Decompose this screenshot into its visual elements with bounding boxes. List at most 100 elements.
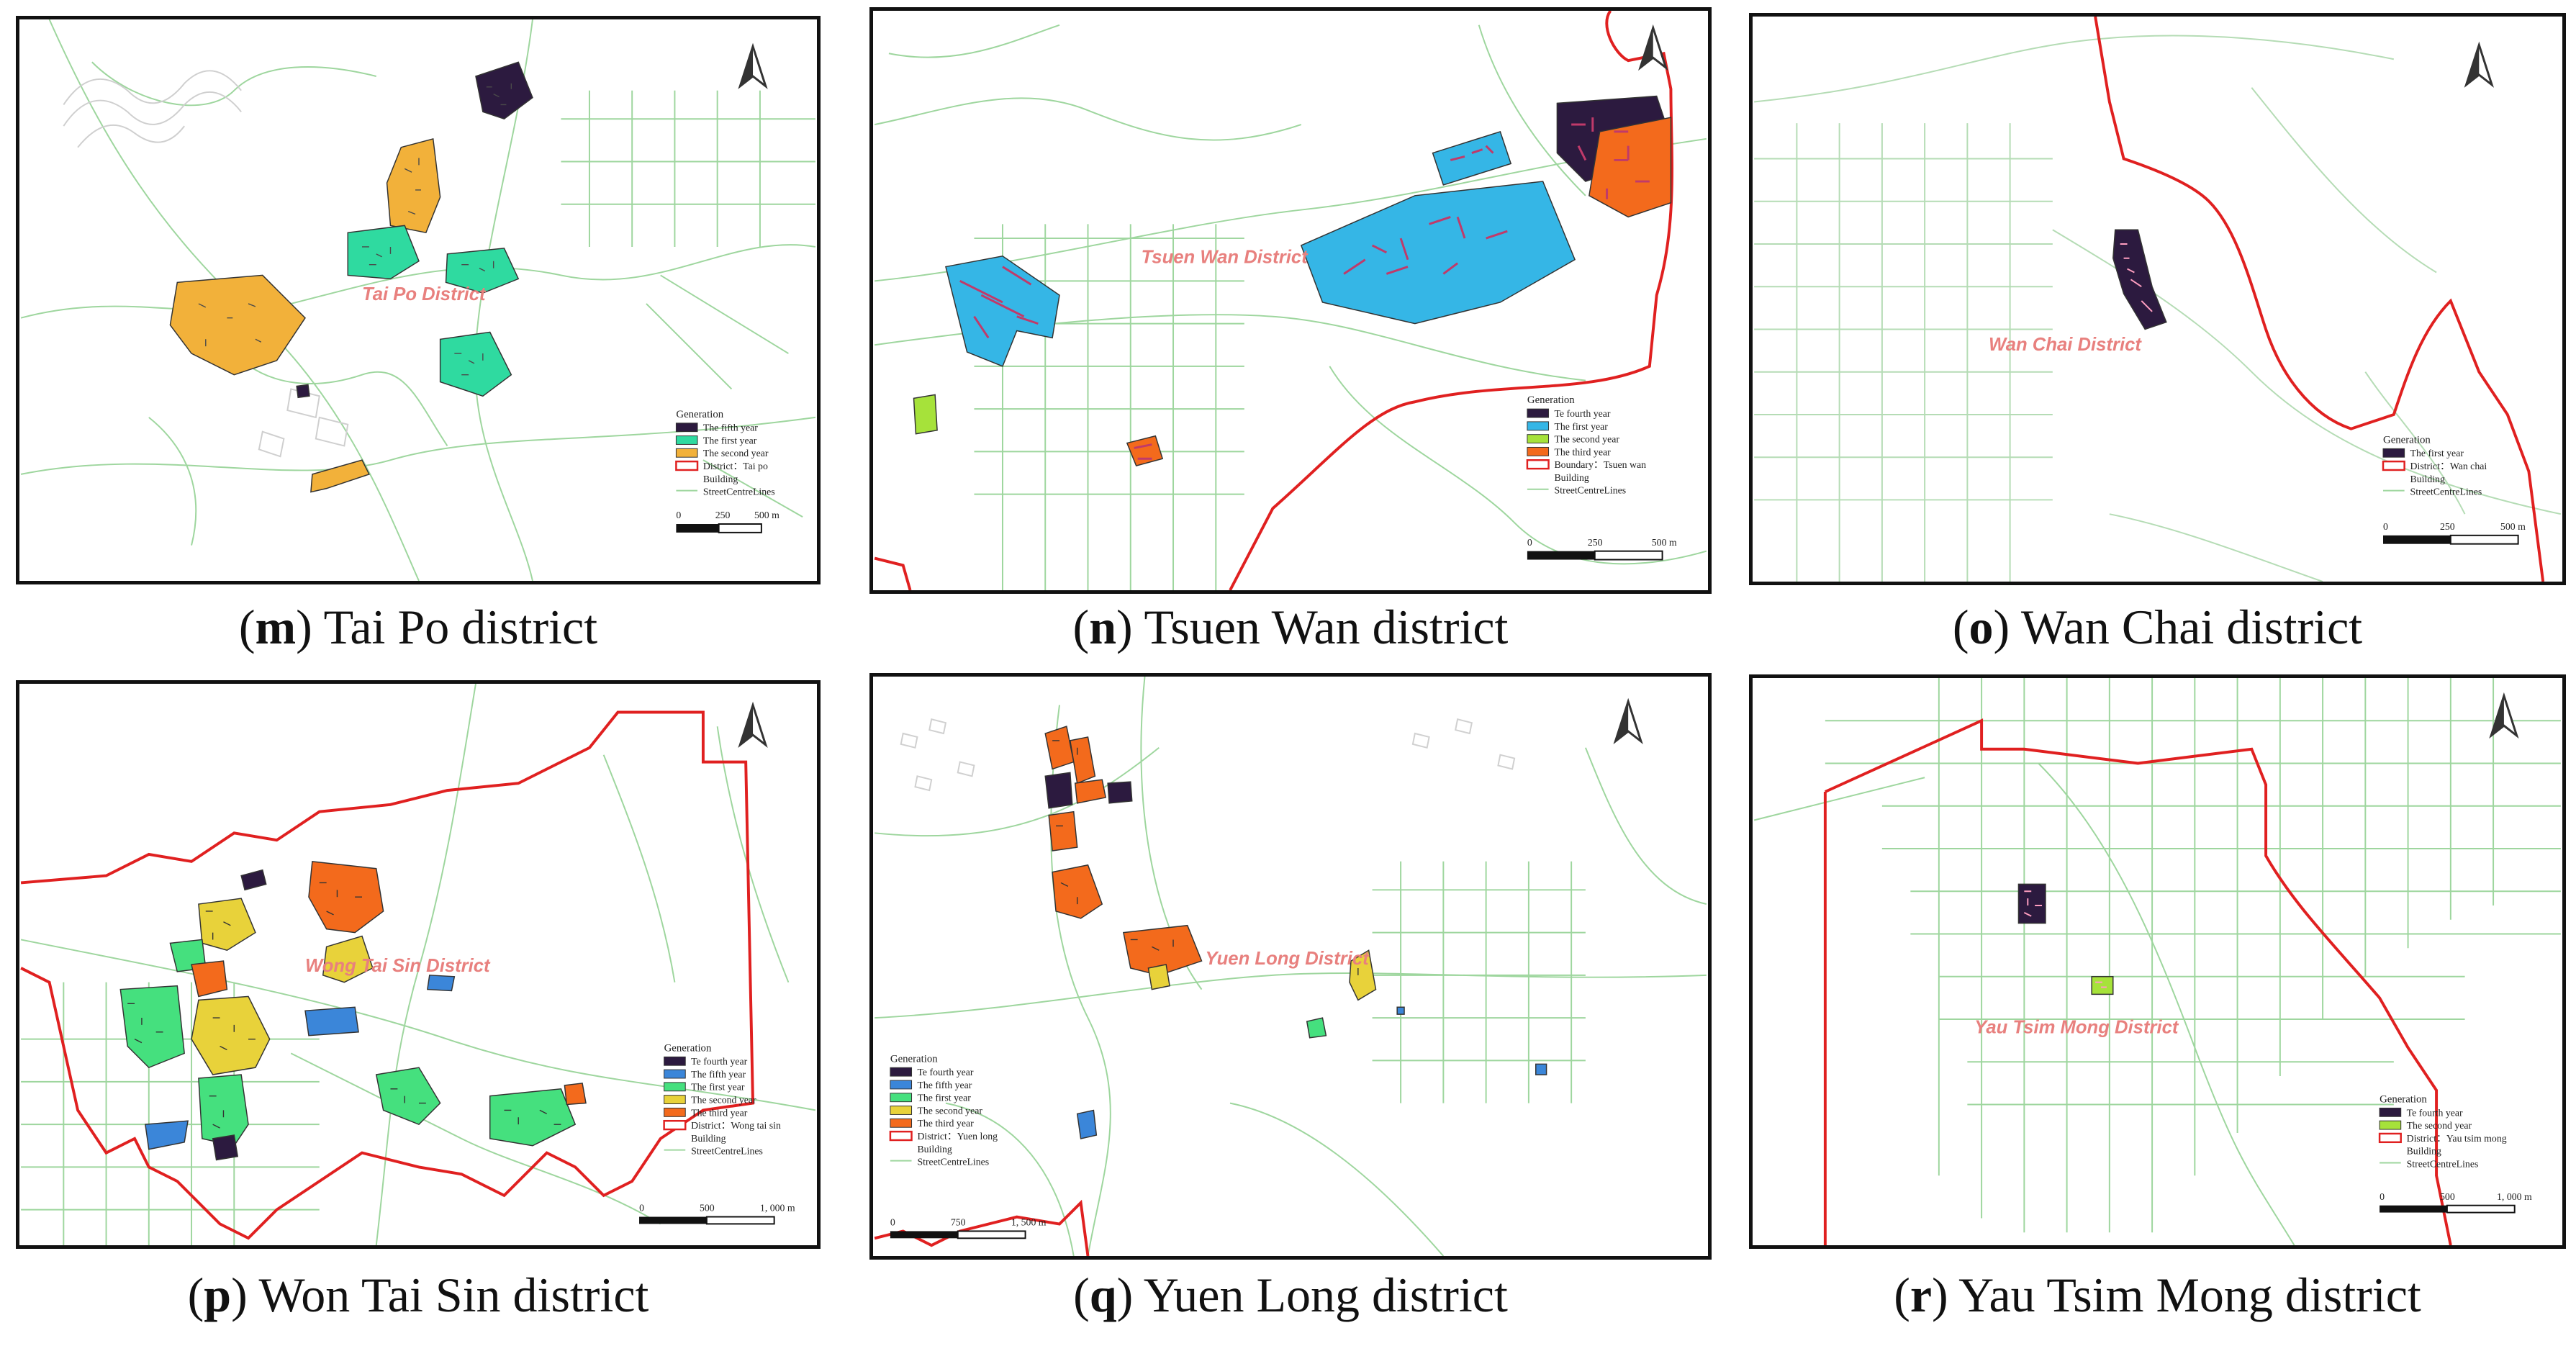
legend-swatch-boundary — [889, 1130, 913, 1142]
legend-label: StreetCentreLines — [703, 487, 775, 497]
area-third-year-n3 — [1074, 779, 1107, 804]
generation-areas — [119, 861, 587, 1161]
area-fifth-year-c — [145, 1120, 189, 1150]
area-first-year — [2112, 229, 2167, 330]
generation-areas — [913, 95, 1672, 467]
legend-swatch-first-year — [664, 1082, 686, 1092]
svg-text:0: 0 — [890, 1217, 895, 1228]
legend-label: District：Yuen long — [917, 1131, 998, 1142]
building-footprints — [198, 83, 512, 376]
legend-swatch-second-year — [890, 1106, 913, 1115]
legend-swatch-boundary — [1526, 459, 1550, 470]
area-second-year-north — [386, 137, 441, 234]
area-first-year-mid — [347, 225, 420, 280]
legend-swatch-second-year — [1527, 434, 1550, 444]
legend-swatch-first-year — [675, 435, 698, 445]
legend-label: Building — [2407, 1146, 2441, 1157]
legend-label: District：Yau tsim mong — [2407, 1133, 2507, 1144]
legend-swatch-fifth-year — [675, 423, 698, 433]
svg-text:500 m: 500 m — [1652, 537, 1677, 548]
area-fifth-year-e2 — [1535, 1063, 1547, 1075]
legend-swatch-first-year — [890, 1093, 913, 1103]
legend-title: Generation — [1527, 394, 1575, 406]
area-first-year-south — [439, 331, 512, 397]
area-third-year-n4 — [1048, 810, 1078, 852]
legend-label: The fifth year — [691, 1069, 746, 1080]
legend-swatch-first-year — [1527, 421, 1550, 431]
district-boundary — [1823, 718, 2452, 1245]
legend-label: Te fourth year — [691, 1056, 747, 1067]
legend-swatch-third-year — [890, 1118, 913, 1128]
legend-label: Te fourth year — [2407, 1107, 2463, 1118]
svg-text:250: 250 — [1588, 537, 1603, 548]
map-legend: Generation The first year District：Wan c… — [2382, 434, 2487, 497]
area-fourth-year-n2 — [1107, 781, 1133, 804]
north-arrow-icon — [2489, 692, 2519, 739]
svg-text:0: 0 — [1527, 537, 1532, 548]
legend-label: District：Wan chai — [2410, 461, 2487, 471]
svg-text:250: 250 — [2440, 521, 2455, 532]
caption-wan-chai: (o) Wan Chai district — [1952, 600, 2363, 654]
svg-text:1, 000 m: 1, 000 m — [760, 1203, 795, 1214]
street-network — [1753, 678, 2561, 1245]
legend-label: The second year — [703, 448, 769, 459]
area-third-year-mid — [1052, 864, 1103, 919]
legend-label: District：Wong tai sin — [691, 1120, 781, 1131]
map-wan-chai: Wan Chai District Generation The first y… — [1754, 17, 2562, 582]
building-footprints — [959, 117, 1650, 460]
area-first-year-d — [198, 1074, 249, 1147]
area-second-year-b — [322, 935, 374, 983]
scale-bar: 0 250 500 m — [2383, 521, 2526, 545]
legend-swatch-second-year — [675, 448, 698, 458]
district-label: Yau Tsim Mong District — [1974, 1018, 2179, 1038]
area-first-year-small — [1432, 130, 1512, 186]
legend-label: The first year — [917, 1093, 971, 1103]
map-tsuen-wan: Tsuen Wan District Generation Te fourth … — [874, 11, 1707, 590]
map-panel-tsuen-wan: Tsuen Wan District Generation Te fourth … — [869, 7, 1712, 594]
area-fifth-year-a — [426, 975, 456, 992]
map-panel-tai-po: Tai Po District Generation The fifth yea… — [16, 16, 821, 584]
legend-label: Te fourth year — [917, 1067, 973, 1078]
map-yuen-long: Yuen Long District Generation Te fourth … — [874, 677, 1707, 1256]
map-tai-po: Tai Po District Generation The fifth yea… — [20, 19, 816, 581]
legend-label: The first year — [703, 435, 757, 446]
caption-yuen-long: (q) Yuen Long district — [1073, 1268, 1508, 1322]
area-second-year — [2091, 975, 2114, 995]
area-fourth-year-n1 — [1044, 772, 1073, 809]
building-footprints — [2023, 890, 2107, 988]
north-arrow-icon — [2464, 41, 2494, 88]
area-first-year-b — [119, 985, 185, 1069]
map-legend: Generation Te fourth year The first year… — [1526, 394, 1646, 496]
svg-text:500: 500 — [2440, 1191, 2455, 1202]
area-second-year-center — [1147, 964, 1170, 990]
legend-title: Generation — [2380, 1094, 2427, 1106]
legend-label: The third year — [1554, 446, 1611, 457]
area-third-year-center — [1122, 924, 1203, 976]
area-first-year-east — [1306, 1017, 1327, 1039]
legend-label: The second year — [2407, 1120, 2472, 1131]
svg-text:1, 500 m: 1, 500 m — [1011, 1217, 1047, 1228]
district-label: Tai Po District — [362, 284, 487, 304]
area-third-year-n1 — [1044, 726, 1075, 770]
caption-wong-tai-sin: (p) Won Tai Sin district — [187, 1268, 649, 1322]
map-legend: Generation The fifth year The first year… — [675, 409, 775, 497]
area-fifth-year-e1 — [1396, 1006, 1405, 1015]
generation-areas — [169, 61, 533, 493]
area-fourth-year-b — [212, 1134, 239, 1161]
map-legend: Generation Te fourth year The fifth year… — [889, 1053, 998, 1167]
legend-label: StreetCentreLines — [691, 1146, 763, 1157]
building-footprints — [2120, 243, 2153, 312]
district-label: Yuen Long District — [1205, 949, 1370, 969]
area-first-year-east — [445, 248, 520, 294]
area-second-year-east — [1349, 949, 1377, 1001]
legend-label: The fifth year — [917, 1080, 972, 1090]
area-first-year-e — [489, 1088, 577, 1147]
area-third-year-b — [564, 1083, 587, 1106]
scale-bar: 0 500 1, 000 m — [639, 1203, 795, 1225]
area-second-year-south — [310, 459, 370, 493]
legend-label: Building — [1554, 472, 1588, 483]
legend-swatch-fourth-year — [2379, 1107, 2402, 1117]
legend-swatch-fifth-year — [664, 1069, 686, 1079]
area-second-year-a — [198, 898, 256, 952]
building-footprints — [127, 882, 561, 1129]
